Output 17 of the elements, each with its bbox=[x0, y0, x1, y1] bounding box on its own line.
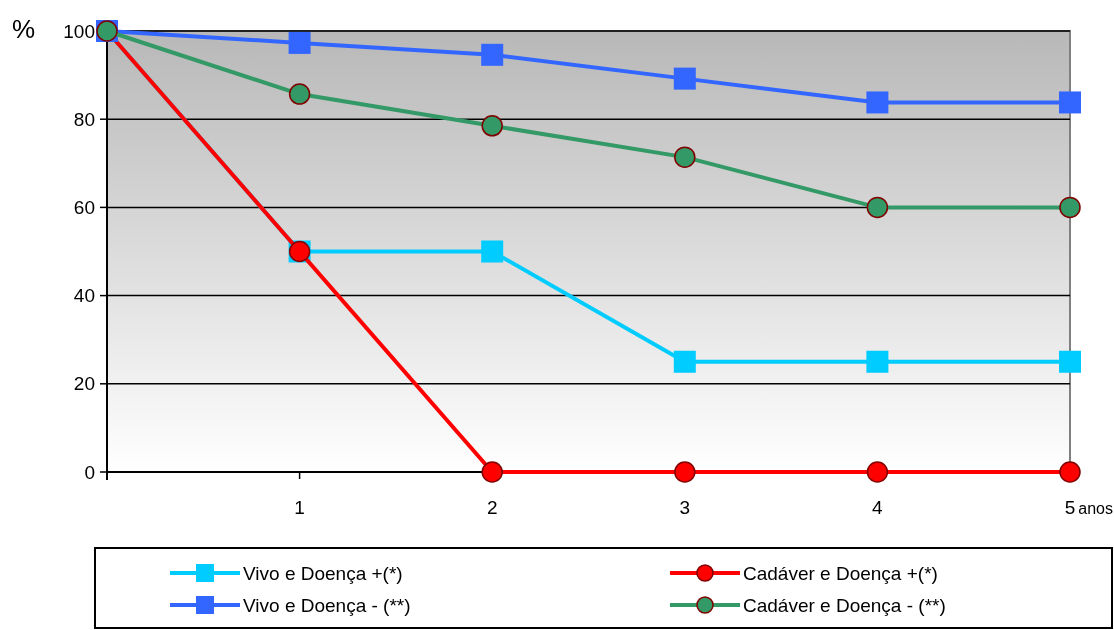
legend-label: Cadáver e Doença +(*) bbox=[743, 562, 938, 584]
y-tick-label: 40 bbox=[73, 285, 95, 307]
x-tick-label: 5 bbox=[1064, 497, 1076, 518]
y-tick-label: 100 bbox=[63, 20, 95, 42]
legend-label: Cadáver e Doença - (**) bbox=[743, 594, 946, 616]
legend-label: Vivo e Doença +(*) bbox=[243, 562, 403, 584]
x-tick-label: 1 bbox=[294, 497, 305, 518]
x-axis-title: anos bbox=[1078, 500, 1113, 517]
y-tick-label: 0 bbox=[84, 461, 95, 483]
legend-label: Vivo e Doença - (**) bbox=[243, 594, 411, 616]
y-tick-label: 60 bbox=[73, 197, 95, 219]
x-tick-label: 3 bbox=[679, 497, 691, 518]
x-tick-label: 2 bbox=[486, 497, 498, 518]
y-tick-label: 80 bbox=[73, 108, 95, 130]
x-tick-label: 4 bbox=[872, 497, 884, 518]
y-tick-label: 20 bbox=[73, 373, 95, 395]
y-axis-title: % bbox=[12, 14, 36, 44]
